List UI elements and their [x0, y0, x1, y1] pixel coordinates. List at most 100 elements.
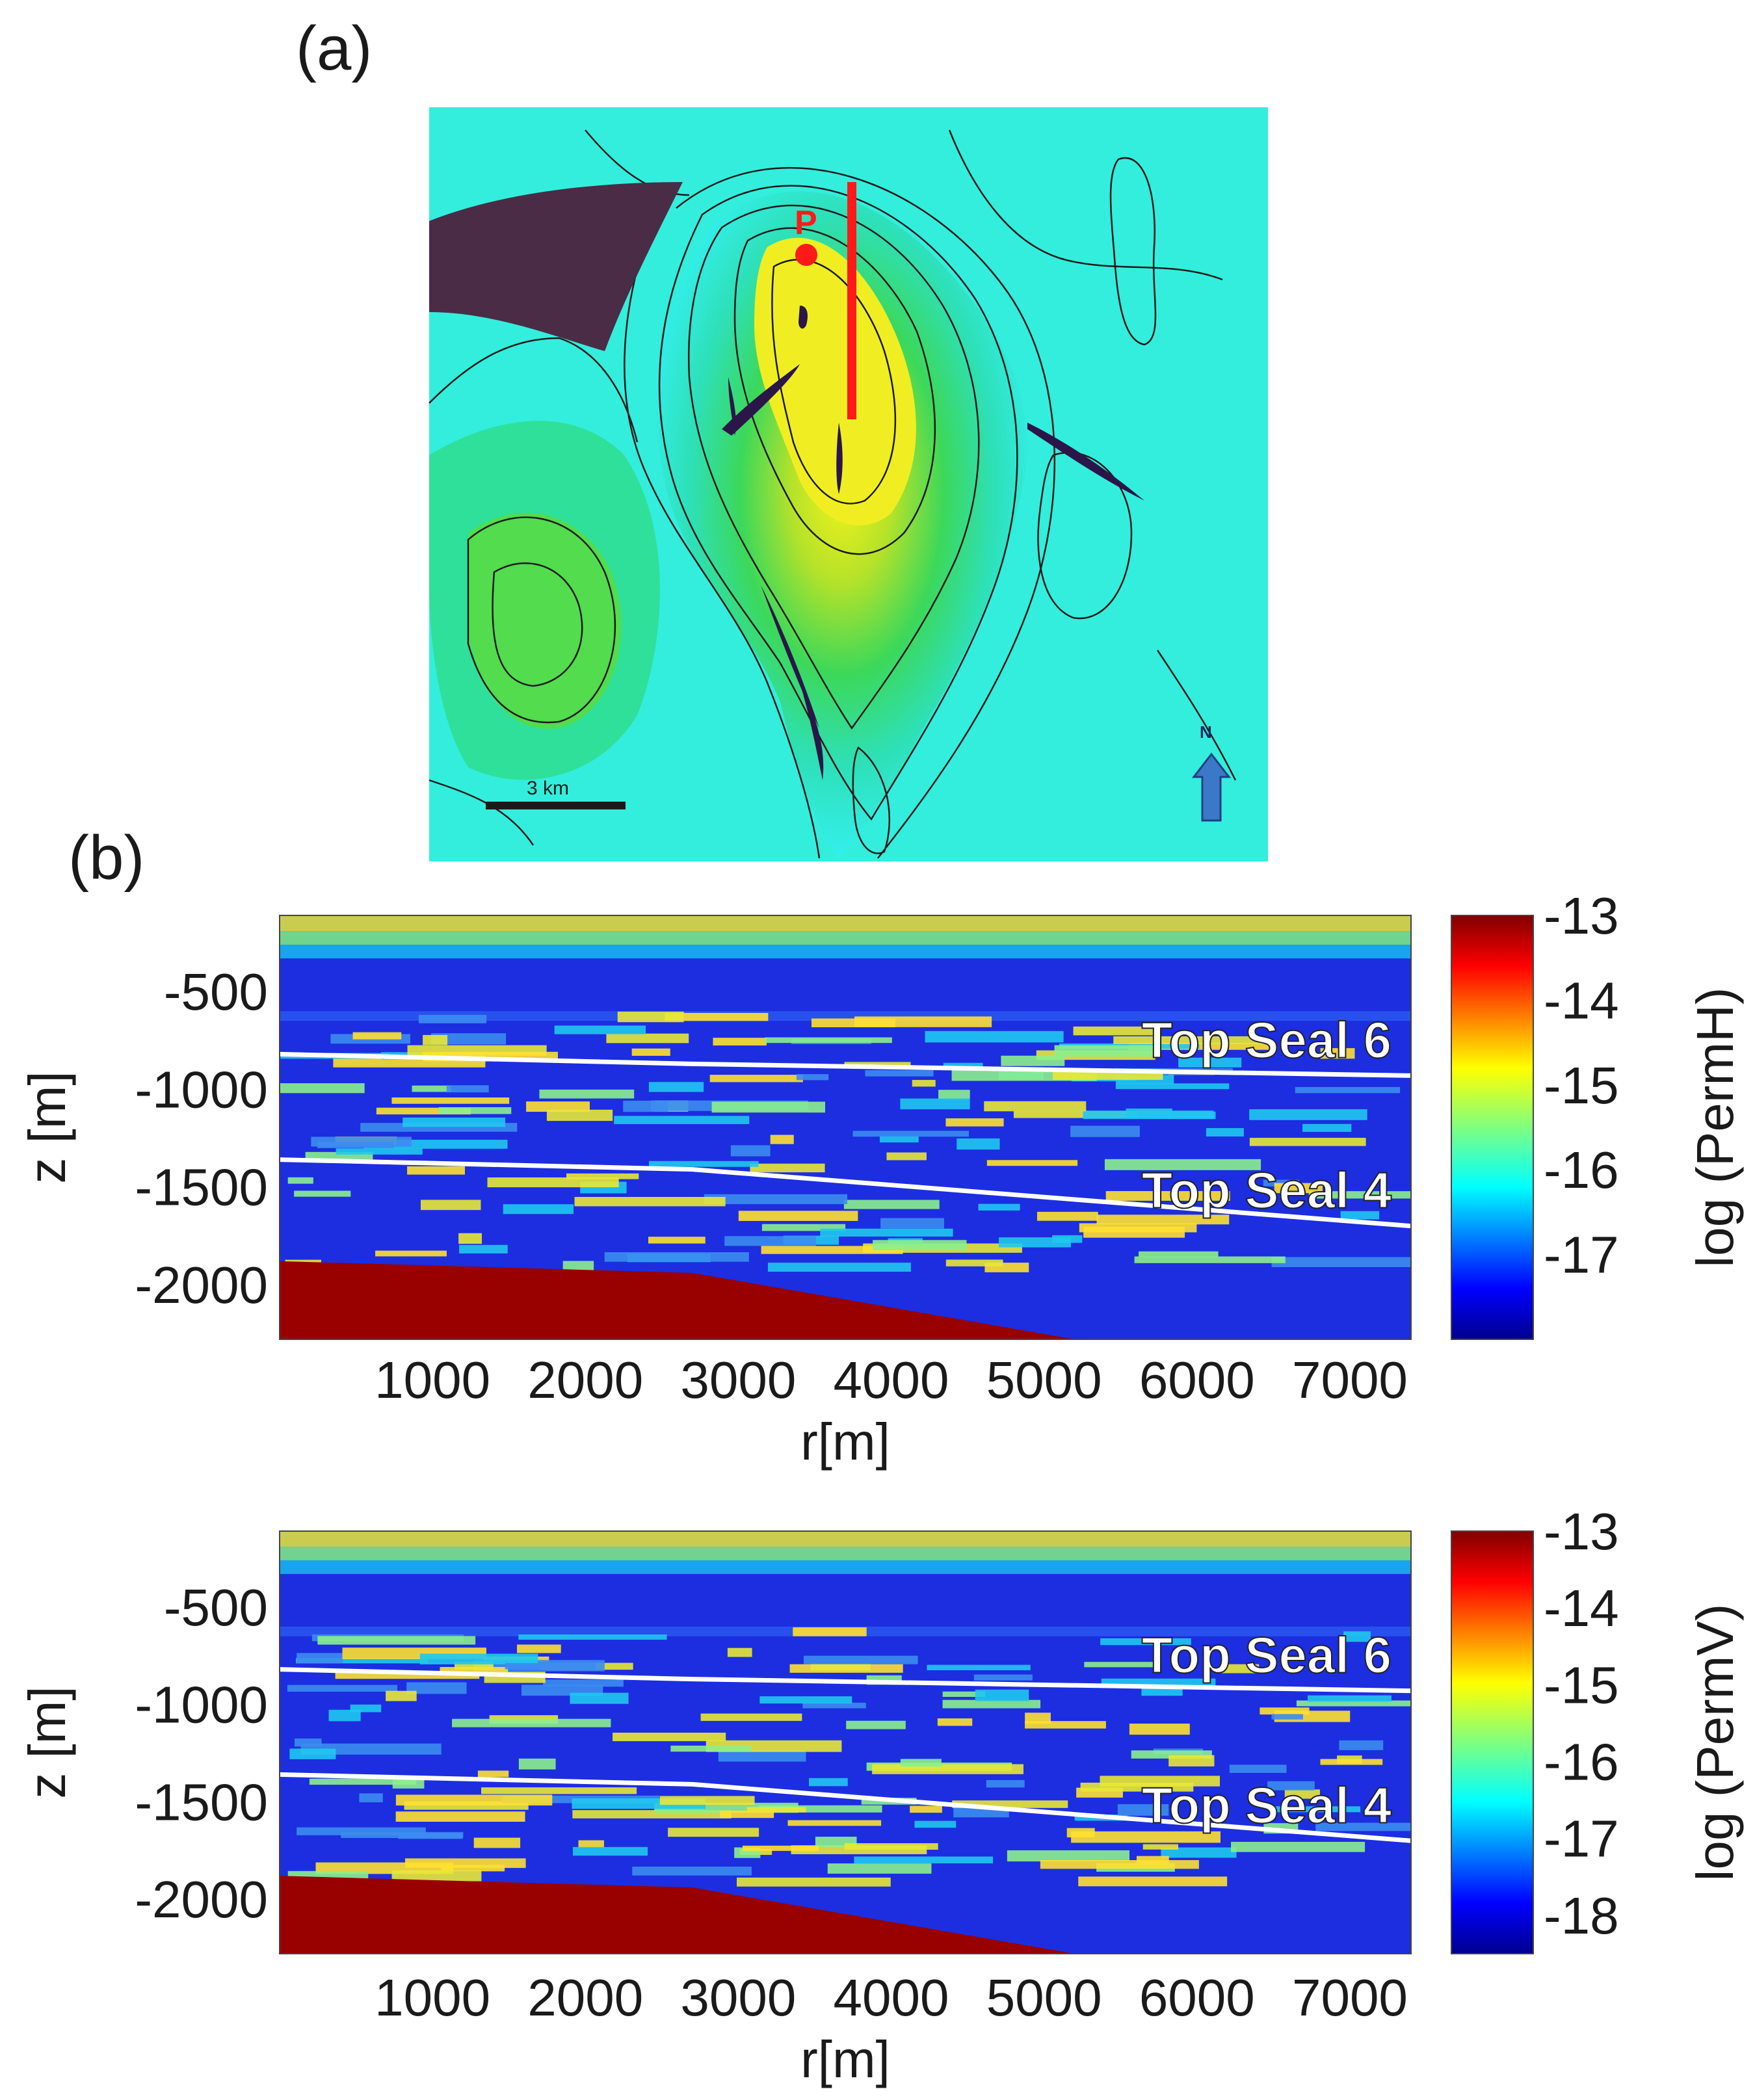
heatmap-streak — [648, 1082, 704, 1092]
heatmap-streak — [659, 1796, 755, 1805]
heatmap-streak — [1071, 1831, 1221, 1843]
heatmap-streak — [727, 1647, 752, 1657]
heatmap-streak — [1013, 1110, 1139, 1118]
heatmap-streak — [1025, 1713, 1051, 1724]
heatmap-streak — [767, 1263, 911, 1272]
heatmap-streak — [440, 1666, 508, 1674]
heatmap-streak — [430, 1033, 507, 1045]
heatmap-streak — [957, 1138, 1000, 1150]
north-arrow-icon: N — [1191, 722, 1232, 822]
heatmap-streak — [796, 1074, 829, 1081]
heatmap-streak — [1220, 1664, 1260, 1673]
heatmap-streak — [942, 1700, 1041, 1709]
heatmap-streak — [289, 1748, 336, 1759]
permh-heatmap-panel: Top Seal 6 Top Seal 4 1000 2000 3000 4000 5000… — [18, 887, 1744, 1471]
heatmap-streak — [1025, 1721, 1106, 1729]
heatmap-streak — [566, 1173, 639, 1179]
heatmap-streak — [1100, 1638, 1191, 1646]
heatmap-streak — [287, 1685, 398, 1692]
heatmap-streak — [574, 1197, 726, 1207]
north-label: N — [1200, 722, 1212, 742]
seal-line — [280, 1051, 1411, 1078]
y-axis-label: z [m] — [18, 1071, 76, 1183]
y-tick-label: -1000 — [135, 1676, 268, 1734]
heatmap-streak — [606, 1033, 689, 1043]
y-tick-label: -2000 — [135, 1870, 268, 1928]
heatmap-layer-band — [280, 1546, 1411, 1560]
heatmap-streak — [543, 1679, 624, 1687]
heatmap-streak — [1315, 1822, 1411, 1831]
x-axis-label: r[m] — [800, 2030, 890, 2088]
x-tick-label: 1000 — [375, 1351, 490, 1409]
heatmap-streak — [1161, 1847, 1237, 1858]
heatmap-layer-band — [280, 915, 1411, 932]
x-tick-label: 4000 — [834, 1969, 949, 2027]
heatmap-layer-band — [280, 945, 1411, 959]
heatmap-streak — [1267, 1781, 1315, 1791]
heatmap-streak — [487, 1177, 619, 1188]
heatmap-streak — [518, 1634, 667, 1640]
map-masked-region — [429, 182, 683, 351]
heatmap-streak — [459, 1244, 508, 1253]
heatmap-streak — [570, 1692, 629, 1704]
scale-bar: 3 km — [486, 778, 626, 809]
heatmap-streak — [750, 1163, 825, 1173]
heatmap-streak — [539, 1089, 635, 1099]
heatmap-streak — [336, 1148, 423, 1155]
seal-label: Top Seal 4 — [1142, 1776, 1392, 1833]
heatmap-streak — [1128, 1043, 1275, 1050]
colorbar-tick-label: -15 — [1544, 1057, 1619, 1114]
heatmap-streak — [720, 1810, 774, 1818]
heatmap-streak — [1036, 1211, 1098, 1221]
heatmap-streak — [648, 1161, 759, 1167]
heatmap-streak — [1302, 1123, 1352, 1132]
heatmap-streak — [317, 1636, 476, 1645]
heatmap-streak — [718, 1750, 806, 1762]
plot-frame — [279, 1530, 1412, 1954]
map-high — [657, 191, 1027, 858]
colorbar-tick-label: -16 — [1544, 1733, 1619, 1791]
heatmap-streak — [765, 1037, 892, 1043]
heatmap-streak — [942, 1691, 986, 1697]
heatmap-streak — [802, 1702, 866, 1709]
x-tick-label: 7000 — [1292, 1969, 1408, 2027]
seal-label: Top Seal 4 — [1142, 1162, 1392, 1219]
colorbar-label: log (PermV) — [1686, 1604, 1744, 1882]
heatmap-streak — [843, 1200, 940, 1209]
heatmap-layer-band — [280, 1560, 1411, 1574]
heatmap-streak — [999, 1237, 1071, 1248]
heatmap-streak — [375, 1250, 447, 1257]
heatmap-streak — [1229, 1765, 1287, 1773]
map-faults — [722, 306, 1144, 780]
heatmap-streak — [648, 1237, 706, 1244]
heatmap-streak — [505, 1663, 596, 1670]
heatmap-streak — [294, 1190, 351, 1197]
x-tick-label: 3000 — [680, 1351, 796, 1409]
heatmap-streak — [759, 1696, 852, 1704]
seal-line — [280, 1667, 1411, 1694]
heatmap-streak — [1249, 1138, 1366, 1146]
heatmap-streak — [526, 1101, 590, 1112]
heatmap-streak — [810, 1664, 871, 1671]
heatmap-streak — [1040, 1860, 1199, 1869]
heatmap-streak — [341, 1831, 464, 1839]
heatmap-streak — [420, 1200, 481, 1211]
heatmap-streak — [1142, 1844, 1179, 1850]
heatmap-streak — [1274, 1183, 1323, 1194]
heatmap-streak — [937, 1718, 973, 1726]
heatmap-streak — [1129, 1724, 1190, 1735]
heatmap-streak — [737, 1877, 891, 1887]
heatmap-streak — [880, 1135, 919, 1143]
heatmap-streak — [1308, 1191, 1411, 1199]
heatmap-streak — [481, 1787, 637, 1794]
seal-line — [280, 1157, 1411, 1229]
heatmap-streak — [1115, 1083, 1230, 1090]
heatmap-streak — [1296, 1700, 1411, 1707]
heatmap-streak — [761, 1246, 903, 1254]
heatmap-streak — [700, 1713, 802, 1721]
heatmap-streak — [300, 1743, 442, 1755]
heatmap-streak — [709, 1075, 803, 1083]
heatmap-streak — [350, 1704, 382, 1713]
heatmap-streak — [402, 1117, 506, 1127]
